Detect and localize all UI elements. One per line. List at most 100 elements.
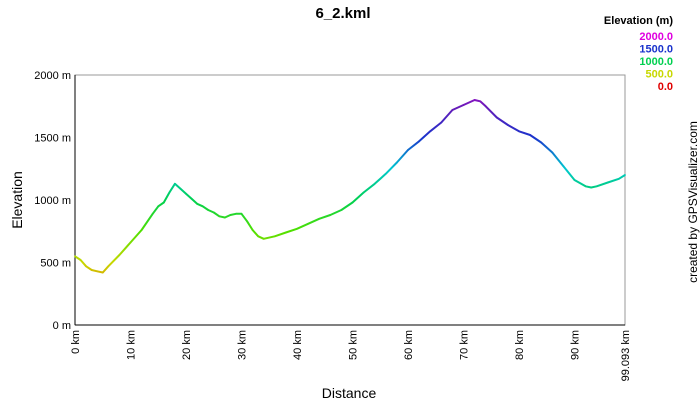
elevation-point (96, 270, 99, 273)
elevation-point (140, 229, 143, 231)
elevation-point (451, 109, 454, 111)
elevation-point (429, 130, 432, 133)
x-tick-label: 90 km (570, 330, 582, 360)
elevation-point (185, 192, 187, 195)
elevation-point (235, 212, 237, 215)
elevation-point (223, 216, 226, 219)
elevation-point (351, 201, 354, 204)
elevation-point (595, 185, 598, 188)
elevation-point (540, 141, 543, 144)
y-tick-label: 500 m (40, 258, 71, 270)
elevation-point (157, 205, 160, 208)
elevation-point (384, 172, 387, 175)
elevation-point (251, 229, 254, 231)
elevation-point (257, 235, 260, 238)
x-tick-label: 30 km (237, 330, 249, 360)
elevation-point (74, 255, 76, 258)
elevation-points (74, 99, 626, 274)
elevation-point (218, 215, 221, 218)
elevation-point (318, 217, 321, 220)
elevation-point (562, 165, 565, 168)
elevation-point (590, 186, 593, 189)
plot-frame (74, 74, 626, 326)
elevation-point (373, 182, 376, 185)
elevation-point (584, 185, 587, 188)
elevation-profile (74, 99, 626, 274)
x-tick-label: 20 km (181, 330, 193, 360)
legend-entry: 2000.0 (639, 31, 673, 43)
elevation-point (118, 254, 121, 256)
elevation-point (329, 214, 332, 216)
legend-entry: 1000.0 (639, 56, 673, 68)
elevation-point (624, 174, 626, 176)
elevation-point (273, 235, 276, 238)
elevation-point (101, 271, 104, 274)
y-tick-label: 1000 m (34, 195, 71, 207)
x-tick-label: 99.093 km (620, 330, 632, 381)
elevation-point (207, 209, 210, 211)
elevation-point (240, 212, 243, 215)
elevation-point (418, 140, 421, 143)
elevation-point (129, 241, 132, 244)
legend-entry: 1500.0 (639, 44, 673, 56)
elevation-point (262, 237, 265, 240)
elevation-point (473, 99, 476, 101)
credit-text: created by GPSVisualizer.com (686, 121, 700, 283)
y-tick-label: 0 m (53, 320, 71, 332)
elevation-point (190, 197, 193, 200)
y-tick-label: 2000 m (34, 70, 71, 82)
elevation-point (462, 104, 465, 106)
elevation-point (362, 191, 365, 194)
legend-entry: 500.0 (645, 69, 673, 81)
x-tick-label: 50 km (348, 330, 360, 360)
elevation-point (229, 214, 232, 216)
elevation-point (340, 209, 343, 211)
y-tick-label: 1500 m (34, 133, 71, 145)
elevation-point (162, 201, 165, 204)
x-tick-label: 10 km (126, 330, 138, 360)
elevation-point (246, 220, 248, 223)
elevation-line (74, 99, 626, 274)
elevation-point (606, 181, 609, 184)
elevation-point (179, 187, 182, 190)
elevation-point (507, 124, 509, 126)
chart-title: 6_2.kml (315, 5, 370, 22)
elevation-point (479, 100, 482, 103)
elevation-point (573, 179, 576, 181)
x-tick-label: 40 km (292, 330, 304, 360)
elevation-point (201, 205, 204, 208)
elevation-point (307, 222, 310, 225)
elevation-point (107, 265, 110, 268)
x-tick-label: 70 km (459, 330, 471, 360)
elevation-point (85, 265, 88, 268)
elevation-point (518, 130, 520, 133)
elevation-point (551, 151, 554, 154)
elevation-point (151, 212, 154, 215)
legend-title: Elevation (m) (604, 15, 673, 27)
tick-labels: 0 m 500 m 1000 m 1500 m 2000 m 0 km 10 km 20 km… (34, 70, 632, 381)
x-axis-label: Distance (322, 385, 377, 400)
elevation-point (296, 227, 298, 230)
elevation-point (285, 231, 287, 234)
elevation-point (529, 134, 532, 136)
elevation-point (484, 105, 487, 108)
elevation-point (440, 121, 443, 124)
x-tick-label: 80 km (514, 330, 526, 360)
elevation-point (174, 182, 176, 185)
elevation-point (196, 202, 199, 205)
elevation-point (396, 161, 398, 164)
y-axis-label: Elevation (9, 171, 25, 229)
x-tick-label: 60 km (403, 330, 415, 360)
elevation-point (495, 116, 498, 119)
legend-entry: 0.0 (658, 81, 673, 93)
elevation-point (168, 191, 171, 194)
axes (74, 74, 626, 326)
elevation-point (79, 259, 82, 261)
elevation-point (407, 149, 409, 151)
x-tick-label: 0 km (70, 330, 82, 354)
elevation-point (618, 177, 620, 180)
elevation-point (212, 211, 215, 214)
